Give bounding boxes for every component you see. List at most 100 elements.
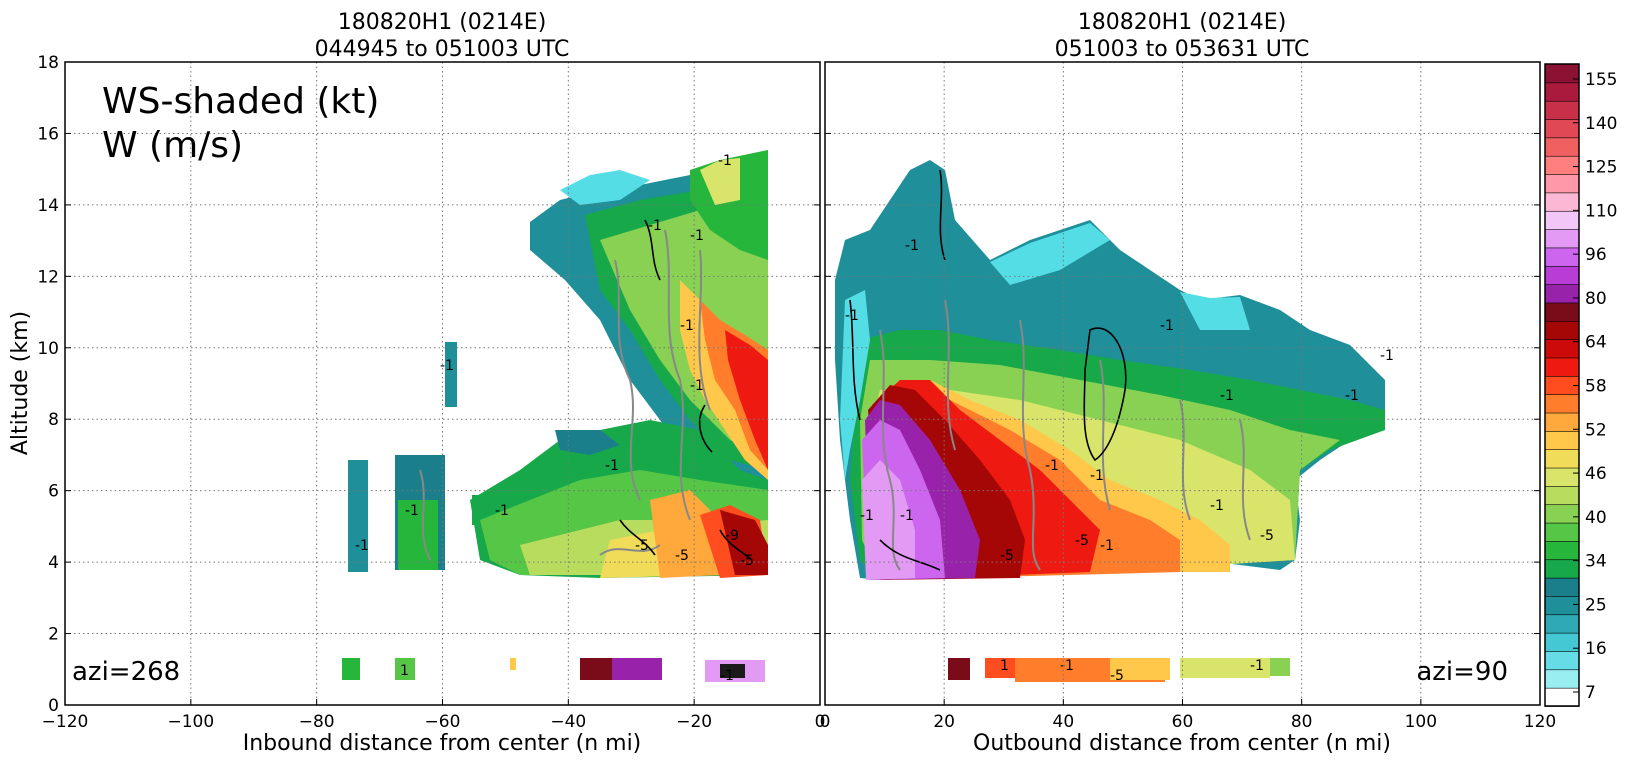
colorbar-block	[1544, 540, 1580, 561]
left-contour-label: -1	[690, 378, 704, 394]
left-contour-label: 1	[400, 663, 409, 679]
left-contour-label: -1	[718, 153, 732, 169]
colorbar-block	[1544, 522, 1580, 542]
colorbar-block	[1544, 412, 1580, 432]
right-x-tick-label: 60	[1172, 712, 1194, 732]
right-x-tick-label: 40	[1053, 712, 1075, 732]
right-contour-label: -1	[1210, 498, 1224, 514]
right-contour-label: -1	[1380, 348, 1394, 364]
right-y-ticks	[825, 61, 1540, 706]
y-tick-label: 16	[37, 124, 59, 144]
right-contour-label: -1	[1345, 388, 1359, 404]
right-contour-label: -1	[1220, 388, 1234, 404]
colorbar-block	[1544, 228, 1580, 249]
colorbar-block	[1544, 357, 1580, 377]
colorbar-block	[1544, 302, 1580, 322]
y-tick-label: 6	[48, 482, 59, 502]
left-contour-label: -1	[680, 318, 694, 334]
right-azimuth-label: azi=90	[1416, 657, 1508, 687]
colorbar-block	[1544, 467, 1580, 487]
colorbar-ticks: 155 140 125 110 96 80 64 58 52 46 40 34 25 16 7	[1573, 70, 1617, 703]
right-contour-label: -1	[860, 508, 874, 524]
right-x-axis-label: Outbound distance from center (n mi)	[973, 731, 1391, 756]
right-contour-label: -1	[900, 508, 914, 524]
colorbar-block	[1544, 430, 1580, 451]
right-contour-label: -1	[1090, 468, 1104, 484]
colorbar-block	[1544, 100, 1580, 120]
colorbar-block	[1544, 650, 1580, 671]
y-axis-label: Altitude (km)	[8, 311, 33, 455]
right-title-line1: 180820H1 (0214E)	[1078, 10, 1287, 35]
y-tick-label: 18	[37, 53, 59, 73]
right-w-contours-black	[849, 169, 1127, 571]
left-x-axis-label: Inbound distance from center (n mi)	[243, 731, 642, 756]
colorbar-tick-label: 16	[1585, 639, 1607, 659]
colorbar-block	[1544, 155, 1580, 175]
colorbar-tick-label: 40	[1585, 508, 1607, 528]
right-contour-label: -1	[905, 238, 919, 254]
colorbar-block	[1544, 448, 1580, 469]
left-contour-label: -1	[440, 358, 454, 374]
left-contour-label: -1	[405, 503, 419, 519]
left-title-line1: 180820H1 (0214E)	[338, 10, 547, 35]
left-x-tick-label: −100	[167, 712, 214, 732]
right-x-tick-label: 80	[1291, 712, 1313, 732]
colorbar-tick-label: 80	[1585, 289, 1607, 309]
left-contour-label: -1	[720, 668, 734, 684]
colorbar-block	[1544, 283, 1580, 304]
colorbar-block	[1544, 173, 1580, 194]
colorbar-tick-label: 155	[1585, 70, 1617, 90]
annotation-ws-shaded: WS-shaded (kt)	[102, 81, 379, 122]
colorbar-block	[1544, 393, 1580, 414]
right-x-tick-label: 0	[820, 712, 831, 732]
right-contour-label: 1	[1000, 658, 1009, 674]
right-x-tick-label: 20	[933, 712, 955, 732]
left-x-tick-label: −60	[425, 712, 461, 732]
left-w-contours-black	[619, 219, 753, 561]
right-x-tick-label: 120	[1524, 712, 1556, 732]
colorbar-block	[1544, 503, 1580, 524]
left-contour-label: -1	[355, 538, 369, 554]
right-contour-label: -1	[1045, 458, 1059, 474]
left-contour-label: -5	[675, 548, 689, 564]
colorbar: 155 140 125 110 96 80 64 58 52 46 40 34 25 16 7	[1544, 63, 1617, 707]
y-tick-label: 2	[48, 625, 59, 645]
colorbar-block	[1544, 63, 1580, 84]
colorbar-block	[1544, 247, 1580, 267]
left-contour-label: -1	[605, 458, 619, 474]
colorbar-tick-label: 46	[1585, 464, 1607, 484]
right-contour-label: -5	[1000, 548, 1014, 564]
left-azimuth-label: azi=268	[72, 657, 180, 687]
right-x-ticks: 0 20 40 60 80 100 120	[820, 699, 1556, 732]
colorbar-tick-label: 7	[1585, 683, 1596, 703]
colorbar-blocks	[1544, 63, 1580, 707]
right-contour-label: -1	[1250, 658, 1264, 674]
left-contour-label: -5	[740, 553, 754, 569]
right-ws-shading	[835, 160, 1385, 682]
colorbar-block	[1544, 137, 1580, 157]
left-x-tick-label: −20	[676, 712, 712, 732]
right-x-tick-label: 100	[1405, 712, 1437, 732]
left-y-ticks: 0 2 4 6 8 10 12 14 16 18	[37, 53, 820, 716]
left-contour-labels: -1-1-1-1-1-1-1-1-1-1 -5-5-9-5-11	[355, 153, 754, 684]
right-contour-label: -5	[1260, 528, 1274, 544]
colorbar-block	[1544, 320, 1580, 340]
right-contour-label: -1	[1160, 318, 1174, 334]
colorbar-block	[1544, 265, 1580, 285]
colorbar-tick-label: 96	[1585, 245, 1607, 265]
right-contour-label: -1	[1060, 658, 1074, 674]
colorbar-block	[1544, 210, 1580, 230]
y-tick-label: 4	[48, 553, 59, 573]
y-tick-label: 10	[37, 339, 59, 359]
colorbar-block	[1544, 613, 1580, 634]
right-contour-label: -5	[1075, 533, 1089, 549]
colorbar-block	[1544, 669, 1580, 689]
right-title-line2: 051003 to 053631 UTC	[1055, 37, 1310, 62]
left-ws-shading	[342, 150, 768, 682]
left-x-tick-label: −40	[550, 712, 586, 732]
colorbar-block	[1544, 595, 1580, 616]
left-contour-label: -5	[635, 538, 649, 554]
colorbar-block	[1544, 577, 1580, 597]
left-contour-label: -1	[648, 218, 662, 234]
colorbar-block	[1544, 558, 1580, 579]
